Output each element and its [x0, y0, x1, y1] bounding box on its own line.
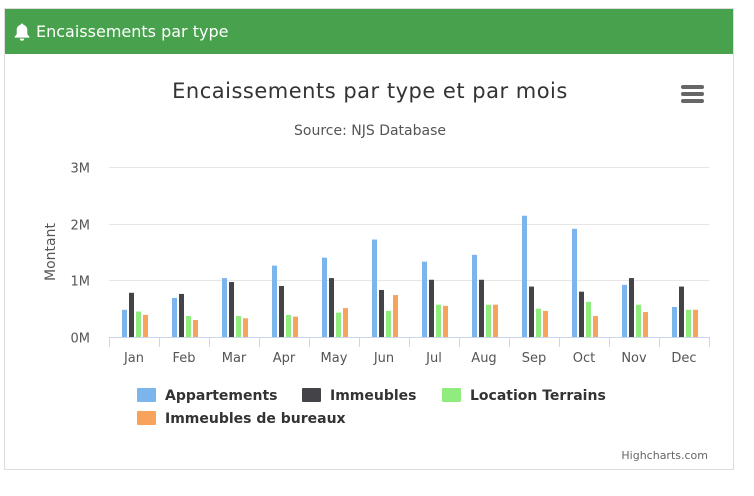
bar-immeubles-may[interactable]: [329, 278, 334, 337]
bar-immeubles-dec[interactable]: [679, 286, 684, 337]
bar-immeubles-de-bureaux-jan[interactable]: [143, 314, 148, 337]
x-tick-label: Dec: [671, 351, 696, 366]
y-axis-title: Montant: [43, 223, 59, 281]
bar-immeubles-mar[interactable]: [229, 282, 234, 337]
bar-appartements-jan[interactable]: [122, 309, 127, 337]
legend-symbol: [302, 388, 321, 402]
bar-immeubles-apr[interactable]: [279, 286, 284, 337]
bar-location-terrains-jan[interactable]: [136, 311, 141, 338]
menu-line: [681, 92, 704, 96]
legend-label: Appartements: [165, 388, 278, 404]
bar-immeubles-oct[interactable]: [579, 291, 584, 337]
bar-immeubles-de-bureaux-mar[interactable]: [243, 318, 248, 337]
bar-location-terrains-jul[interactable]: [436, 304, 441, 337]
x-tick-label: Feb: [172, 351, 195, 366]
legend-label: Immeubles de bureaux: [165, 411, 346, 427]
bar-immeubles-feb[interactable]: [179, 293, 184, 337]
legend: Appartements Immeubles Location Terrains Im…: [137, 388, 606, 427]
bar-immeubles-aug[interactable]: [479, 279, 484, 337]
x-tick-label: Jun: [373, 351, 394, 366]
bar-location-terrains-mar[interactable]: [236, 316, 241, 337]
bar-immeubles-jul[interactable]: [429, 279, 434, 337]
bar-appartements-jun[interactable]: [372, 239, 377, 337]
bar-location-terrains-aug[interactable]: [486, 304, 491, 337]
bar-immeubles-de-bureaux-oct[interactable]: [593, 316, 598, 337]
legend-symbol: [442, 388, 461, 402]
bar-immeubles-nov[interactable]: [629, 278, 634, 337]
bar-location-terrains-may[interactable]: [336, 312, 341, 337]
x-tick-label: Sep: [522, 351, 547, 366]
x-tick-label: Jul: [425, 351, 442, 366]
x-axis: Jan Feb Mar Apr May Jun Jul Aug Sep Oct Nov Dec: [109, 337, 710, 366]
chart-title: Encaissements par type et par mois: [172, 79, 568, 103]
x-tick-label: Aug: [471, 351, 496, 366]
bar-immeubles-de-bureaux-jun[interactable]: [393, 295, 398, 337]
bar-appartements-nov[interactable]: [622, 284, 627, 337]
legend-symbol: [137, 411, 156, 425]
bar-chart: Encaissements par type et par mois Sourc…: [43, 79, 710, 462]
bar-immeubles-de-bureaux-feb[interactable]: [193, 320, 198, 337]
bars: [122, 215, 698, 338]
bar-immeubles-de-bureaux-nov[interactable]: [643, 312, 648, 337]
bar-immeubles-jun[interactable]: [379, 289, 384, 337]
bar-appartements-feb[interactable]: [172, 297, 177, 337]
y-tick-label: 1M: [71, 275, 91, 290]
legend-symbol: [137, 388, 156, 402]
bar-location-terrains-sep[interactable]: [536, 308, 541, 337]
bar-immeubles-de-bureaux-sep[interactable]: [543, 310, 548, 337]
bar-location-terrains-dec[interactable]: [686, 309, 691, 337]
x-tick-label: Apr: [273, 351, 296, 366]
legend-item-immeubles[interactable]: Immeubles: [302, 388, 417, 404]
menu-line: [681, 99, 704, 103]
bar-location-terrains-apr[interactable]: [286, 314, 291, 337]
legend-item-location-terrains[interactable]: Location Terrains: [442, 388, 606, 404]
grid-lines: [109, 167, 709, 281]
bar-location-terrains-oct[interactable]: [586, 301, 591, 337]
x-tick-label: May: [321, 351, 348, 366]
bar-immeubles-de-bureaux-apr[interactable]: [293, 316, 298, 337]
chart-subtitle: Source: NJS Database: [294, 123, 446, 139]
bar-immeubles-de-bureaux-jul[interactable]: [443, 305, 448, 337]
legend-item-immeubles-de-bureaux[interactable]: Immeubles de bureaux: [137, 411, 346, 427]
panel-title: Encaissements par type: [36, 22, 229, 41]
x-tick-label: Nov: [621, 351, 647, 366]
menu-line: [681, 85, 704, 89]
bar-appartements-sep[interactable]: [522, 215, 527, 337]
bar-appartements-jul[interactable]: [422, 261, 427, 337]
legend-label: Location Terrains: [470, 388, 606, 404]
bar-appartements-mar[interactable]: [222, 278, 227, 337]
bar-immeubles-de-bureaux-aug[interactable]: [493, 304, 498, 337]
bell-icon: [14, 23, 30, 41]
bar-appartements-apr[interactable]: [272, 265, 277, 337]
x-tick-label: Jan: [123, 351, 144, 366]
legend-label: Immeubles: [330, 388, 417, 404]
bar-location-terrains-jun[interactable]: [386, 310, 391, 337]
bar-immeubles-jan[interactable]: [129, 292, 134, 337]
y-axis-ticks: 0M 1M 2M 3M: [71, 162, 91, 347]
y-tick-label: 0M: [71, 332, 91, 347]
bar-appartements-aug[interactable]: [472, 254, 477, 337]
bar-appartements-oct[interactable]: [572, 228, 577, 337]
y-tick-label: 2M: [71, 219, 91, 234]
bar-location-terrains-feb[interactable]: [186, 316, 191, 337]
x-tick-label: Mar: [222, 351, 247, 366]
credits-link[interactable]: Highcharts.com: [621, 449, 708, 462]
chart-area: Encaissements par type et par mois Sourc…: [5, 54, 733, 469]
y-tick-label: 3M: [71, 162, 91, 177]
bar-appartements-may[interactable]: [322, 257, 327, 337]
legend-item-appartements[interactable]: Appartements: [137, 388, 278, 404]
hamburger-menu-icon[interactable]: [681, 85, 707, 107]
x-tick-label: Oct: [573, 351, 595, 366]
bar-immeubles-sep[interactable]: [529, 286, 534, 337]
panel-header: Encaissements par type: [5, 9, 733, 54]
bar-appartements-dec[interactable]: [672, 306, 677, 337]
bar-immeubles-de-bureaux-dec[interactable]: [693, 309, 698, 337]
bar-immeubles-de-bureaux-may[interactable]: [343, 308, 348, 337]
chart-panel: Encaissements par type Encaissements par…: [4, 8, 734, 470]
bar-location-terrains-nov[interactable]: [636, 304, 641, 337]
